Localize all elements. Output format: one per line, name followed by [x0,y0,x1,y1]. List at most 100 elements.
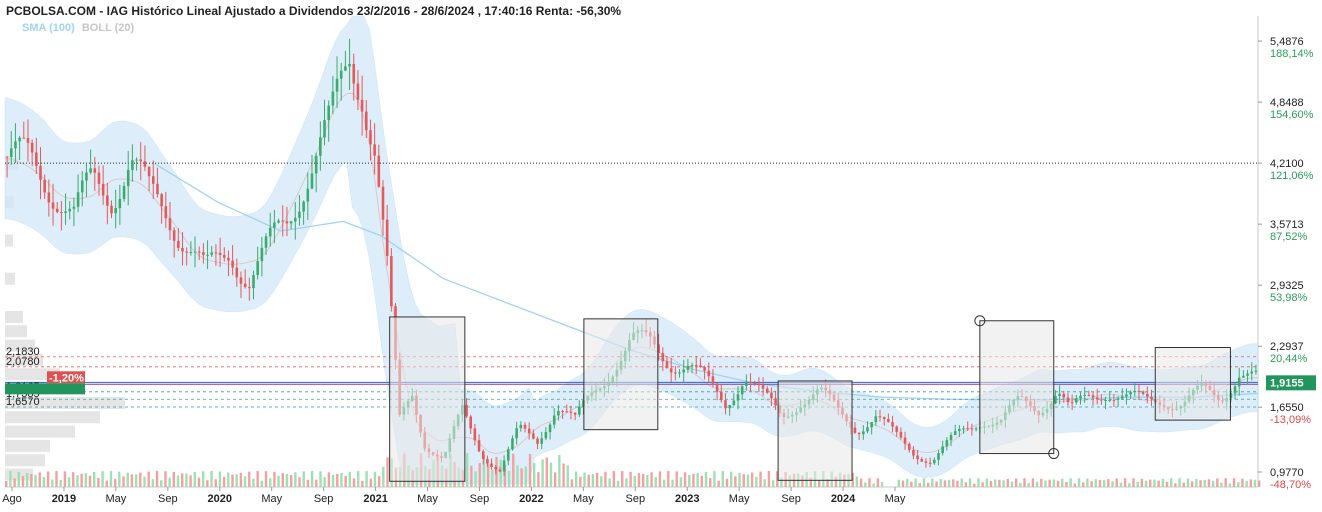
candle-body [477,440,481,452]
candle-body [197,251,201,253]
volume-bar [67,477,71,487]
volume-bar [1077,478,1081,487]
candle-body [544,432,548,439]
candle-body [72,206,76,209]
chart-title: PCBOLSA.COM - IAG Histórico Lineal Ajust… [6,4,622,18]
candle-body [39,165,42,180]
volume-bar [315,479,318,487]
volume-bar [1224,478,1227,487]
candle-body [966,428,970,430]
volume-bar [248,471,251,487]
volume-bar [327,472,331,487]
volume-bar [918,483,921,487]
volume-bar [1098,480,1102,487]
candle-body [139,159,143,162]
volume-bar [964,482,968,487]
candle-body [887,418,890,423]
candle-body [774,398,777,406]
volume-bar [474,471,477,487]
candle-body [532,433,535,439]
left-level-label: 2,1830 [6,346,40,358]
volume-bar [256,471,259,487]
candle-body [302,201,305,212]
x-tick-label: May [105,493,126,505]
candle-body [1150,396,1153,400]
volume-bar [281,473,284,487]
candle-body [1062,393,1066,398]
candle-body [335,78,339,92]
volume-bar [1006,478,1009,487]
volume-bar [76,475,79,487]
volume-bar [1102,480,1106,487]
candle-body [511,438,514,450]
candle-body [222,254,226,258]
volume-bar [914,478,917,487]
x-tick-label: Sep [470,493,490,505]
volume-bar [1119,482,1123,487]
candle-body [1120,396,1124,399]
volume-bar [876,478,880,487]
candle-body [916,455,919,460]
y-pct-label: 121,06% [1270,170,1314,182]
volume-bar [608,478,611,487]
volume-bar [222,476,226,487]
volume-bar [231,474,234,487]
volume-bar [1035,481,1039,487]
candle-body [1133,390,1137,393]
candle-body [711,376,715,384]
volume-bar [905,478,909,487]
candle-body [498,469,502,472]
y-pct-label: -13,09% [1270,414,1311,426]
volume-bar [134,474,138,487]
candle-body [218,252,222,255]
volume-bar [788,475,792,487]
candle-body [1075,398,1078,403]
candle-body [728,405,731,409]
volume-bar [365,471,368,487]
volume-bar [310,471,314,487]
volume-bar [348,471,352,487]
volume-bar [499,459,502,487]
candle-body [920,459,924,462]
candle-body [352,63,356,84]
volume-bar [377,476,381,487]
volume-bar [289,475,293,487]
volume-bar [260,480,264,487]
candle-body [1237,377,1241,387]
candle-body [64,211,67,214]
candle-body [494,467,498,470]
volume-bar [1144,480,1148,487]
y-price-label: 4,8488 [1270,97,1304,109]
candle-body [289,221,293,224]
candle-body [22,137,26,139]
volume-bar [155,471,159,487]
volume-bar [113,478,117,487]
volume-bar [218,471,222,487]
volume-bar [264,471,268,487]
volume-bar [650,472,653,487]
legend-sma[interactable]: SMA (100) [22,22,75,34]
volume-bar [38,472,41,487]
candle-body [707,370,711,377]
candle-body [757,383,761,386]
volume-bar [700,475,704,487]
candle-body [465,404,468,417]
volume-bar [1220,482,1223,487]
volume-bar [776,471,779,487]
volume-bar [851,472,854,487]
legend-boll[interactable]: BOLL (20) [81,22,135,34]
candle-body [143,161,147,167]
candle-body [719,391,723,401]
volume-bar [160,480,163,487]
candle-body [878,416,882,418]
volume-profile-bar [5,396,125,409]
candle-body [164,206,168,219]
volume-bar [93,471,96,487]
candle-body [373,144,376,156]
candle-body [548,424,552,433]
volume-bar [340,473,343,487]
volume-bar [989,480,993,487]
volume-bar [1241,478,1244,487]
x-tick-label: Sep [781,493,801,505]
